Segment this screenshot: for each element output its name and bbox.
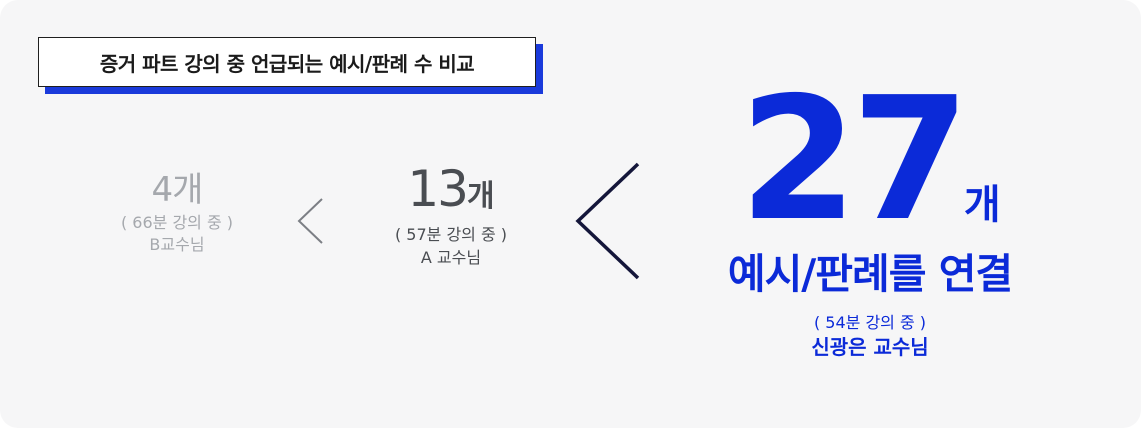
less-than-chevron-icon (297, 198, 323, 244)
professor-a-count: 13개 (372, 160, 530, 218)
professor-a-count-unit: 개 (467, 179, 495, 214)
professor-a-stat: 13개 ( 57분 강의 중 ) A 교수님 (372, 160, 530, 270)
professor-shin-count: 27개 (690, 75, 1050, 245)
professor-a-name: A 교수님 (420, 248, 482, 267)
professor-b-stat: 4개 ( 66분 강의 중 ) B교수님 (100, 170, 254, 256)
less-than-chevron-icon-large (575, 162, 640, 280)
title-card: 증거 파트 강의 중 언급되는 예시/판례 수 비교 (38, 37, 543, 94)
professor-shin-name: 신광은 교수님 (811, 335, 929, 359)
professor-shin-stat: 27개 예시/판례를 연결 ( 54분 강의 중 ) 신광은 교수님 (690, 75, 1050, 360)
professor-a-count-number: 13 (407, 160, 469, 218)
professor-b-count: 4개 (151, 170, 204, 210)
professor-shin-count-number: 27 (739, 61, 970, 259)
professor-b-duration: ( 66분 강의 중 ) (120, 213, 234, 232)
professor-b-name: B교수님 (149, 235, 205, 254)
professor-shin-count-unit: 개 (963, 182, 1001, 228)
professor-a-duration: ( 57분 강의 중 ) (394, 225, 508, 244)
professor-shin-duration: ( 54분 강의 중 ) (813, 313, 927, 332)
professor-shin-tagline: 예시/판례를 연결 (727, 250, 1013, 298)
page-title: 증거 파트 강의 중 언급되는 예시/판례 수 비교 (38, 37, 536, 87)
